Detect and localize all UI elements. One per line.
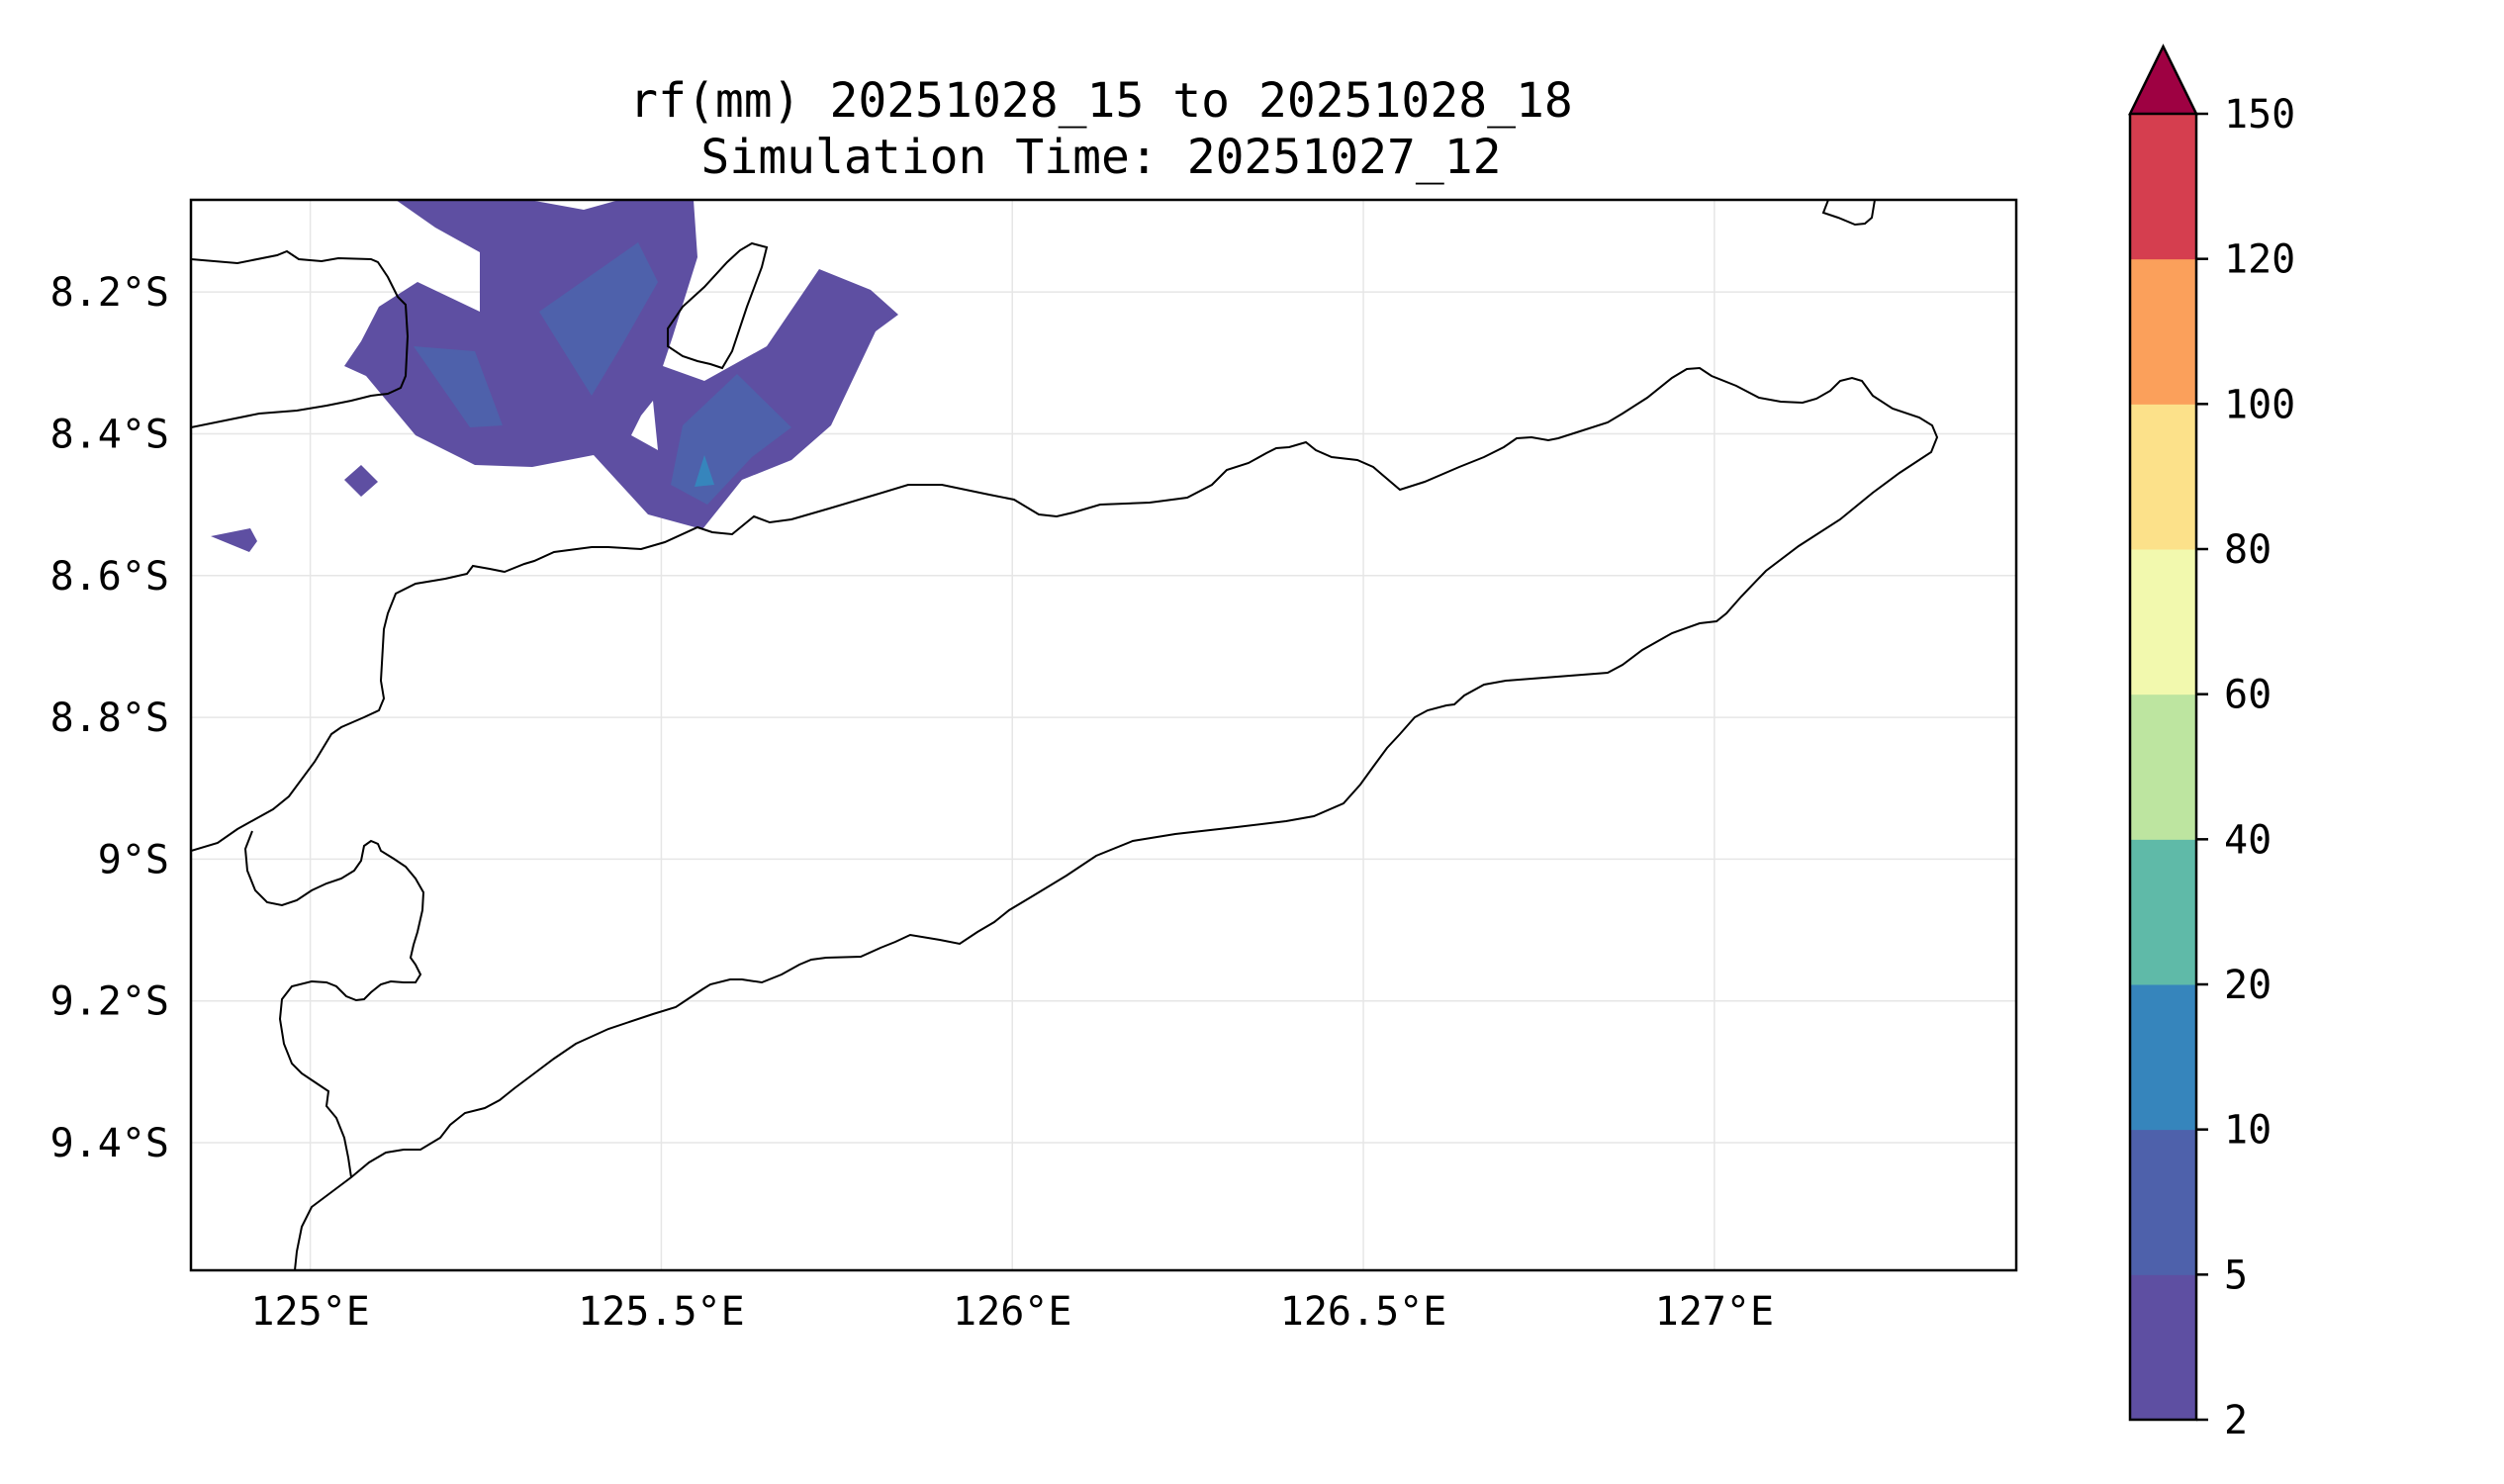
- colorbar-outline: [2128, 114, 2198, 1422]
- colorbar-tick-label: 40: [2224, 817, 2272, 863]
- lat-tick-label: 8.6°S: [50, 554, 169, 600]
- rain-area-small-2: [211, 528, 257, 552]
- colorbar-tick-label: 20: [2224, 963, 2272, 1008]
- coastlines: [191, 200, 1939, 1270]
- colorbar-segment: [2130, 114, 2196, 260]
- coastline-west-timor: [243, 830, 425, 1178]
- lat-tick-label: 8.4°S: [50, 412, 169, 457]
- lat-tick-label: 8.8°S: [50, 696, 169, 741]
- rain-patch-4: [695, 455, 714, 487]
- colorbar-tick-label: 100: [2224, 382, 2295, 427]
- colorbar-tick-label: 80: [2224, 527, 2272, 573]
- lat-tick-label: 9.2°S: [50, 979, 169, 1025]
- rain-area-10-20: [695, 455, 714, 487]
- map-panel: 125°E 125.5°E 126°E 126.5°E 127°E 8.2°S 8.4°S…: [50, 198, 2018, 1335]
- lon-tick-label: 126°E: [953, 1289, 1071, 1335]
- coastline-north-island: [1821, 200, 1876, 227]
- lon-tick-label: 125°E: [250, 1289, 369, 1335]
- colorbar-tick-label: 120: [2224, 237, 2295, 283]
- colorbar-segment: [2130, 984, 2196, 1131]
- coastline-timor: [191, 366, 1939, 1270]
- colorbar-segment: [2130, 1129, 2196, 1275]
- map-frame: [189, 198, 2018, 1272]
- lon-tick-label: 125.5°E: [578, 1289, 745, 1335]
- latitude-axis: 8.2°S 8.4°S 8.6°S 8.8°S 9°S 9.2°S 9.4°S: [50, 270, 169, 1166]
- colorbar-segment: [2130, 1274, 2196, 1421]
- colorbar-tick-label: 60: [2224, 673, 2272, 718]
- longitude-axis: 125°E 125.5°E 126°E 126.5°E 127°E: [250, 1289, 1774, 1335]
- colorbar-segment: [2130, 839, 2196, 985]
- rain-area-small-1: [344, 465, 378, 497]
- colorbar-extend-arrow: [2127, 44, 2199, 116]
- coastline-oecusse: [191, 249, 410, 428]
- rain-patch-1: [539, 242, 658, 396]
- map-title-line1: rf(mm) 20251028_15 to 20251028_18: [629, 73, 1573, 129]
- lat-tick-label: 9.4°S: [50, 1121, 169, 1166]
- map-gridlines: [191, 200, 2016, 1270]
- lon-tick-label: 126.5°E: [1280, 1289, 1447, 1335]
- lat-tick-label: 9°S: [98, 837, 169, 882]
- colorbar-segment: [2130, 549, 2196, 696]
- colorbar-segment: [2130, 404, 2196, 550]
- map-title-line2: Simulation Time: 20251027_12: [700, 130, 1501, 185]
- rain-hole-1: [631, 401, 658, 450]
- rain-patch-2: [414, 346, 503, 427]
- colorbar-tick-label: 2: [2224, 1398, 2248, 1443]
- lat-tick-label: 8.2°S: [50, 270, 169, 316]
- colorbar-tick-label: 150: [2224, 92, 2295, 138]
- lon-tick-label: 127°E: [1655, 1289, 1774, 1335]
- coastline-atauro: [667, 241, 769, 370]
- colorbar-tick-label: 5: [2224, 1252, 2248, 1298]
- colorbar-tick-label: 10: [2224, 1108, 2272, 1154]
- colorbar-segment: [2130, 694, 2196, 840]
- colorbar: 2 5 10 20 40 60 80 100 120 150: [2127, 44, 2295, 1443]
- colorbar-segment: [2130, 258, 2196, 405]
